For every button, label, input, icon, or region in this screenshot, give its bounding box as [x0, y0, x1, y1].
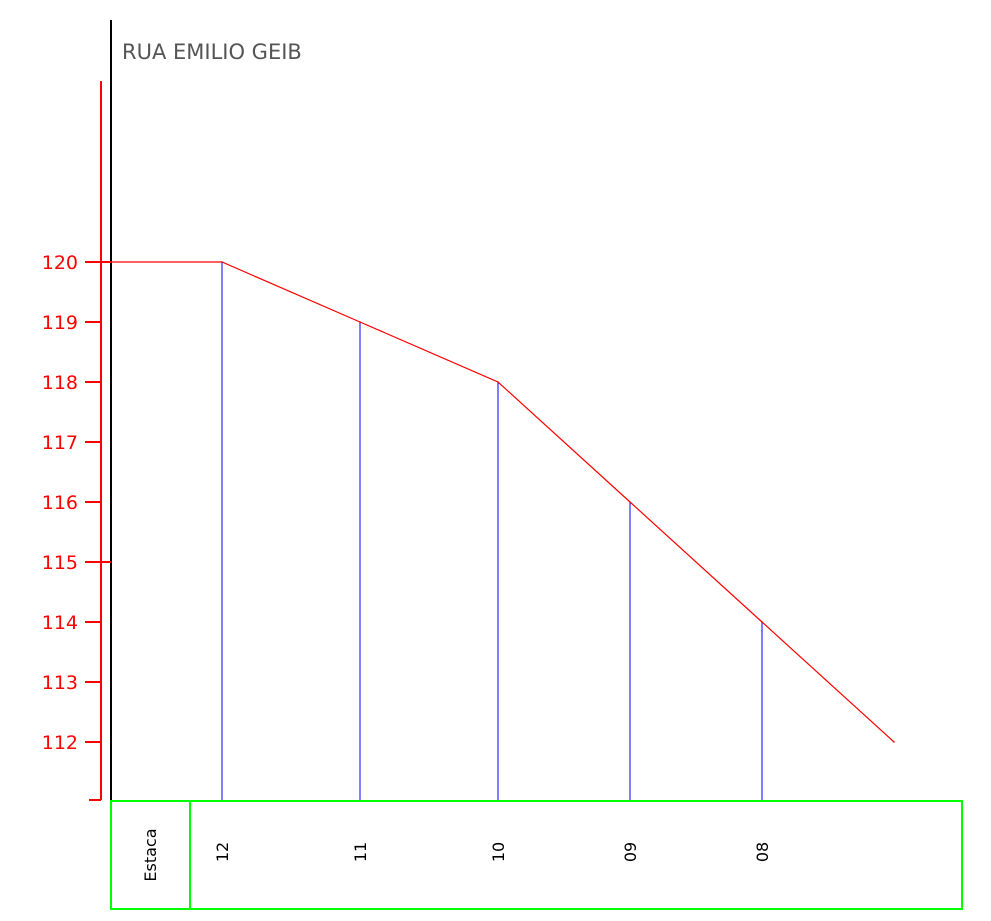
chart-title: RUA EMILIO GEIB: [122, 40, 302, 64]
profile-line: [111, 261, 895, 743]
station-label: 11: [351, 842, 370, 862]
y-tick-label: 117: [42, 432, 78, 454]
profile-point: [497, 381, 499, 383]
y-tick-label: 115: [42, 552, 78, 574]
station-label: 08: [753, 842, 772, 862]
station-label: 09: [621, 842, 640, 862]
y-tick-label: 116: [42, 492, 78, 514]
profile-point: [893, 741, 895, 743]
y-axis: 120 119 118 117 116 115 114 113 112: [42, 81, 111, 801]
profile-point: [110, 261, 112, 263]
profile-point: [761, 621, 763, 623]
y-tick-label: 112: [42, 732, 78, 754]
profile-point: [359, 321, 361, 323]
station-lines: [221, 262, 763, 800]
y-tick-label: 114: [42, 612, 78, 634]
station-header-label: Estaca: [141, 828, 160, 881]
station-label: 10: [489, 842, 508, 862]
station-table: Estaca 12 11 10 09 08: [110, 800, 963, 910]
y-tick-label: 120: [42, 252, 78, 274]
station-label: 12: [213, 842, 232, 862]
profile-point: [221, 261, 223, 263]
profile-series: [110, 261, 895, 743]
y-tick-label: 113: [42, 672, 78, 694]
y-tick-label: 119: [42, 312, 78, 334]
station-table-border: [110, 800, 963, 910]
profile-point: [629, 501, 631, 503]
y-tick-label: 118: [42, 372, 78, 394]
